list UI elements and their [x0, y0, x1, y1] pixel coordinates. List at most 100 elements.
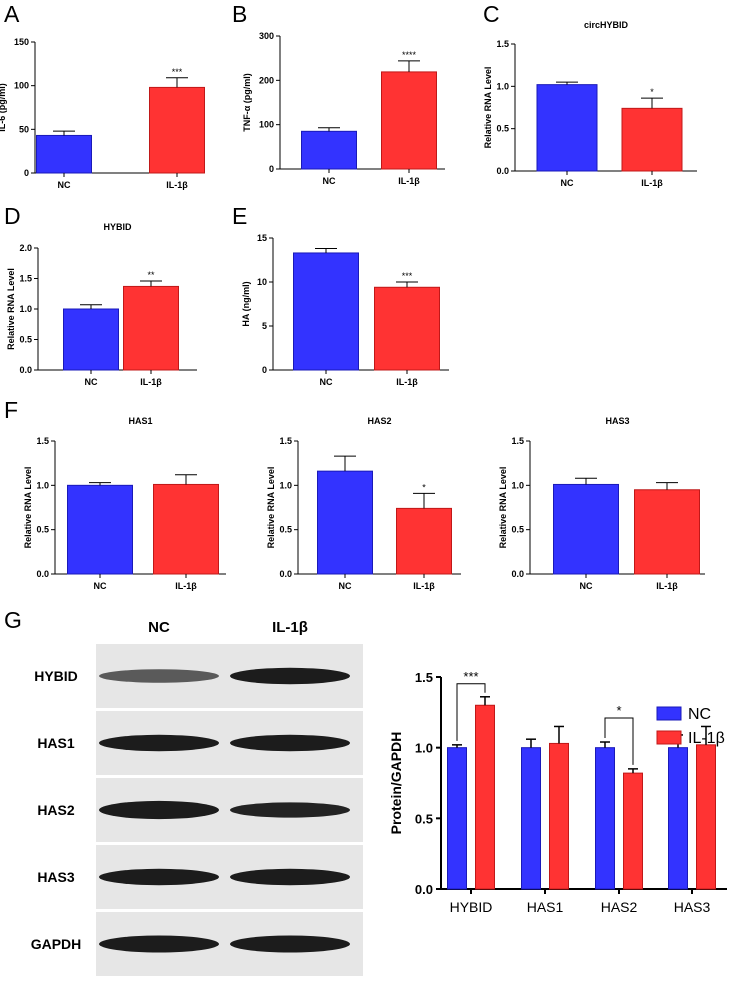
y-axis-label: Relative RNA Level — [266, 467, 276, 549]
bar-il1b — [123, 285, 179, 371]
y-tick-label: 150 — [14, 37, 29, 47]
significance-marker: * — [650, 87, 654, 97]
band-il1b — [230, 868, 350, 886]
x-category-label: HAS1 — [527, 899, 564, 915]
x-category-label: NC — [58, 180, 71, 190]
blot-row-label: HAS1 — [37, 735, 75, 751]
y-tick-label: 5 — [262, 321, 267, 331]
band-il1b — [230, 734, 350, 752]
chart-d: 0.0 0.5 1.0 1.5 2.0 Relative RNA Level HYBID NC… — [6, 222, 197, 387]
chart-title: HAS1 — [128, 416, 152, 426]
bar-il1b — [374, 286, 440, 371]
x-category-label: IL-1β — [166, 180, 188, 190]
chart-title: HAS2 — [367, 416, 391, 426]
y-tick-label: 0 — [262, 365, 267, 375]
bar-nc — [521, 747, 541, 890]
western-blot: NC IL-1β HYBID HAS1 HAS2 HAS3 GAPDH — [31, 619, 363, 976]
blot-row-label: HYBID — [34, 668, 78, 684]
y-axis-label: Relative RNA Level — [498, 467, 508, 549]
significance-marker: * — [422, 482, 426, 492]
x-category-label: NC — [94, 581, 107, 591]
band-nc — [99, 800, 219, 820]
x-category-label: IL-1β — [641, 178, 663, 188]
blot-row-label: GAPDH — [31, 936, 82, 952]
blot-row-label: HAS2 — [37, 802, 75, 818]
bar-il1b — [149, 86, 205, 174]
bar-nc — [63, 308, 119, 371]
bar-il1b — [381, 71, 437, 170]
bar-il1b — [153, 483, 219, 575]
band-il1b — [230, 667, 350, 685]
bar-il1b — [696, 744, 716, 890]
significance-marker: *** — [172, 67, 183, 77]
x-category-label: HYBID — [450, 899, 493, 915]
y-tick-label: 0.5 — [279, 525, 292, 535]
y-tick-label: 1.5 — [511, 436, 524, 446]
legend-swatch-il1b — [656, 730, 682, 745]
bar-il1b — [623, 772, 643, 890]
y-axis-label: HA (ng/ml) — [241, 281, 251, 326]
y-tick-label: 0 — [269, 164, 274, 174]
y-tick-label: 1.0 — [36, 480, 49, 490]
chart-b: 0 100 200 300 TNF-α (pg/ml) NC IL-1β **** — [242, 31, 445, 186]
y-tick-label: 1.5 — [415, 670, 433, 685]
panel-label-e: E — [232, 203, 247, 229]
y-tick-label: 1.5 — [279, 436, 292, 446]
y-tick-label: 1.0 — [415, 741, 433, 756]
x-category-label: HAS3 — [674, 899, 711, 915]
y-tick-label: 0.5 — [496, 124, 509, 134]
band-il1b — [230, 802, 350, 818]
y-tick-label: 0.0 — [19, 365, 32, 375]
chart-c: 0.0 0.5 1.0 1.5 Relative RNA Level circHYBID N… — [483, 20, 697, 188]
x-category-label: HAS2 — [601, 899, 638, 915]
chart-f1: 0.0 0.5 1.0 1.5 Relative RNA Level HAS1 NC IL-1… — [23, 416, 226, 591]
panel-label-a: A — [4, 1, 20, 27]
y-tick-label: 0.5 — [19, 335, 32, 345]
y-tick-label: 2.0 — [19, 243, 32, 253]
blot-row-label: HAS3 — [37, 869, 75, 885]
y-tick-label: 1.0 — [511, 480, 524, 490]
legend-swatch-nc — [656, 706, 682, 721]
y-tick-label: 1.5 — [496, 39, 509, 49]
y-tick-label: 300 — [259, 31, 274, 41]
y-tick-label: 0.5 — [36, 525, 49, 535]
significance-bracket — [456, 683, 486, 741]
x-category-label: IL-1β — [656, 581, 678, 591]
significance-marker: ** — [147, 270, 155, 280]
y-axis-label: TNF-α (pg/ml) — [242, 73, 252, 132]
significance-marker: *** — [402, 271, 413, 281]
y-tick-label: 1.0 — [19, 304, 32, 314]
y-tick-label: 0.5 — [415, 811, 433, 826]
y-tick-label: 1.5 — [19, 274, 32, 284]
band-nc — [99, 935, 219, 953]
significance-bracket — [604, 717, 634, 765]
panel-label-b: B — [232, 1, 247, 27]
x-category-label: NC — [580, 581, 593, 591]
chart-g: 0.0 0.5 1.0 1.5 Protein/GAPDH HYBID *** HAS1 HAS… — [388, 669, 727, 915]
y-tick-label: 0.0 — [511, 569, 524, 579]
band-nc — [99, 868, 219, 886]
x-category-label: NC — [320, 377, 333, 387]
bar-nc — [447, 747, 467, 890]
y-tick-label: 0.0 — [415, 882, 433, 897]
legend-label-nc: NC — [688, 706, 711, 723]
chart-e: 0 5 10 15 HA (ng/ml) NC IL-1β *** — [241, 233, 449, 387]
bar-nc — [36, 134, 92, 174]
bar-il1b — [634, 489, 700, 575]
y-tick-label: 0.0 — [279, 569, 292, 579]
blot-column-header: IL-1β — [272, 619, 308, 636]
x-category-label: IL-1β — [398, 176, 420, 186]
y-tick-label: 15 — [257, 233, 267, 243]
band-nc — [99, 669, 219, 683]
significance-marker: **** — [402, 50, 417, 60]
x-category-label: IL-1β — [140, 377, 162, 387]
y-tick-label: 0.0 — [36, 569, 49, 579]
chart-title: HAS3 — [605, 416, 629, 426]
significance-marker: * — [616, 703, 621, 718]
panel-label-d: D — [4, 203, 21, 229]
bar-il1b — [396, 507, 452, 575]
y-axis-label: Relative RNA Level — [483, 67, 493, 149]
y-tick-label: 50 — [19, 124, 29, 134]
y-tick-label: 1.5 — [36, 436, 49, 446]
